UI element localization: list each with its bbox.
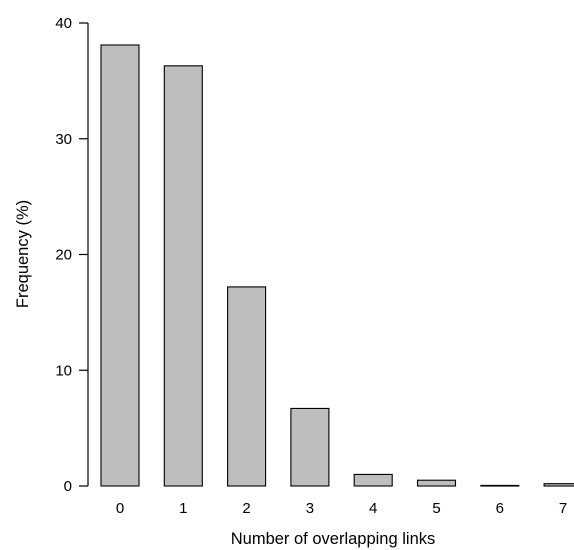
bar-1 <box>163 65 203 487</box>
bar-2 <box>227 286 267 487</box>
x-axis-tick-labels: 0 1 2 3 4 5 6 7 <box>116 500 567 517</box>
bar-0 <box>100 44 140 487</box>
bar-5 <box>416 479 457 487</box>
y-axis-title: Frequency (%) <box>14 200 32 308</box>
y-tick-label: 30 <box>55 131 72 148</box>
bars <box>100 44 574 487</box>
x-axis-title: Number of overlapping links <box>231 530 436 548</box>
bar-4 <box>353 473 393 487</box>
y-tick-label: 10 <box>55 362 72 379</box>
x-tick-label: 2 <box>242 500 250 517</box>
x-tick-label: 7 <box>559 500 567 517</box>
y-tick-label: 20 <box>55 247 72 264</box>
bar-7 <box>543 483 574 487</box>
bar-3 <box>290 407 330 487</box>
y-tick-label: 40 <box>55 15 72 32</box>
y-tick-label: 0 <box>64 478 72 495</box>
x-tick-label: 5 <box>432 500 440 517</box>
x-tick-label: 0 <box>116 500 124 517</box>
x-tick-label: 1 <box>179 500 187 517</box>
bar-6 <box>480 484 520 487</box>
y-axis: 0 10 20 30 40 <box>55 15 89 495</box>
x-tick-label: 3 <box>306 500 314 517</box>
x-tick-label: 4 <box>369 500 377 517</box>
x-tick-label: 6 <box>496 500 504 517</box>
